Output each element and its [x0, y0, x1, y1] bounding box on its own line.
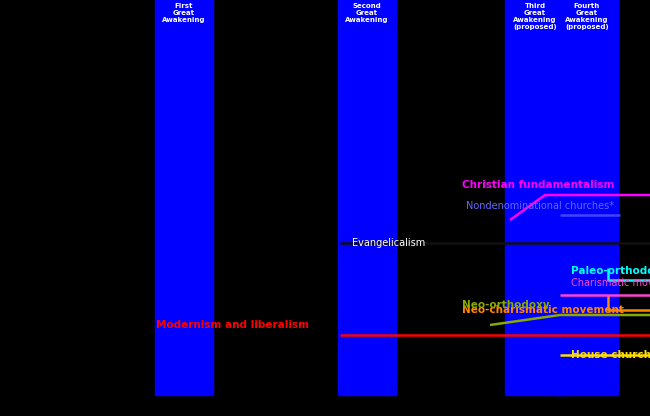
Text: Charismatic movement: Charismatic movement	[571, 278, 650, 288]
Bar	[505, 0, 565, 395]
Text: Fourth
Great
Awakening
(proposed): Fourth Great Awakening (proposed)	[566, 3, 609, 30]
Text: House churches*: House churches*	[571, 350, 650, 360]
Text: Neo-orthodoxy: Neo-orthodoxy	[462, 300, 550, 310]
Text: Evangelicalism: Evangelicalism	[352, 238, 425, 248]
Text: Neo-charismatic movement: Neo-charismatic movement	[462, 305, 624, 315]
Text: First
Great
Awakening: First Great Awakening	[162, 3, 206, 23]
Text: Modernism and liberalism: Modernism and liberalism	[156, 320, 309, 330]
Text: Christian fundamentalism: Christian fundamentalism	[462, 180, 614, 190]
Text: Third
Great
Awakening
(proposed): Third Great Awakening (proposed)	[514, 3, 557, 30]
Bar	[155, 0, 213, 395]
Bar	[555, 0, 618, 395]
Text: Second
Great
Awakening: Second Great Awakening	[345, 3, 389, 23]
Bar	[338, 0, 396, 395]
Text: Nondenominational churches*: Nondenominational churches*	[466, 201, 614, 211]
Text: Paleo-orthodoxy: Paleo-orthodoxy	[571, 266, 650, 276]
